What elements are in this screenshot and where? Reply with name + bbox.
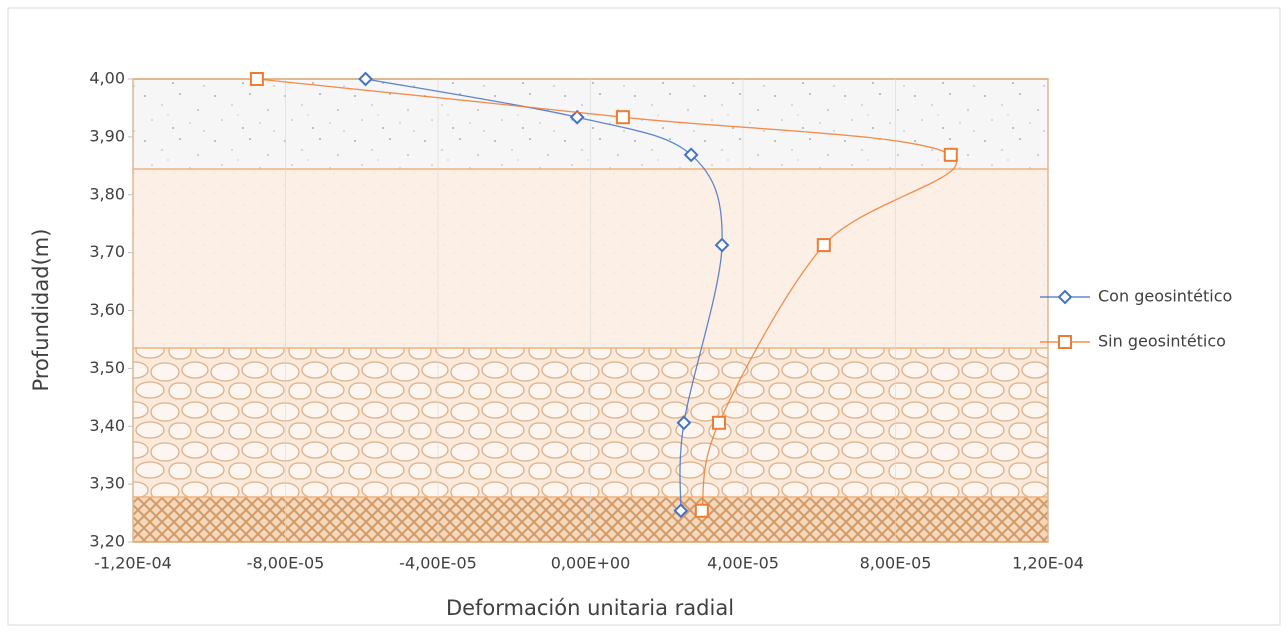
y-tick-label: 3,40 [89, 416, 125, 435]
legend-marker [1058, 335, 1072, 349]
marker [569, 109, 585, 125]
y-tick-label: 3,50 [89, 358, 125, 377]
y-tick-label: 3,80 [89, 184, 125, 203]
y-tick-label: 3,70 [89, 242, 125, 261]
y-tick-label: 3,90 [89, 126, 125, 145]
x-tick-label: 4,00E-05 [707, 554, 779, 573]
marker [673, 503, 689, 519]
y-tick-label: 3,30 [89, 474, 125, 493]
x-tick-label: 1,20E-04 [1012, 554, 1084, 573]
x-tick-label: -8,00E-05 [247, 554, 325, 573]
x-tick-label: 8,00E-05 [860, 554, 932, 573]
marker [714, 237, 730, 253]
marker [943, 147, 958, 162]
x-tick-label: -4,00E-05 [399, 554, 477, 573]
legend-label: Sin geosintético [1098, 332, 1226, 351]
marker [711, 415, 726, 430]
x-axis-title: Deformación unitaria radial [446, 596, 734, 620]
y-tick-label: 4,00 [89, 69, 125, 88]
marker [249, 72, 264, 86]
x-tick-label: -1,20E-04 [94, 554, 172, 573]
marker [615, 110, 630, 125]
y-tick-label: 3,60 [89, 300, 125, 319]
y-tick-label: 3,20 [89, 532, 125, 551]
legend-label: Con geosintético [1098, 287, 1232, 306]
legend-marker [1057, 289, 1073, 305]
marker [358, 71, 373, 87]
marker [694, 503, 709, 518]
marker [676, 415, 692, 431]
y-axis-title: Profundidad(m) [29, 229, 53, 392]
marker [683, 147, 699, 163]
marker [816, 238, 831, 253]
x-tick-label: 0,00E+00 [551, 554, 631, 573]
